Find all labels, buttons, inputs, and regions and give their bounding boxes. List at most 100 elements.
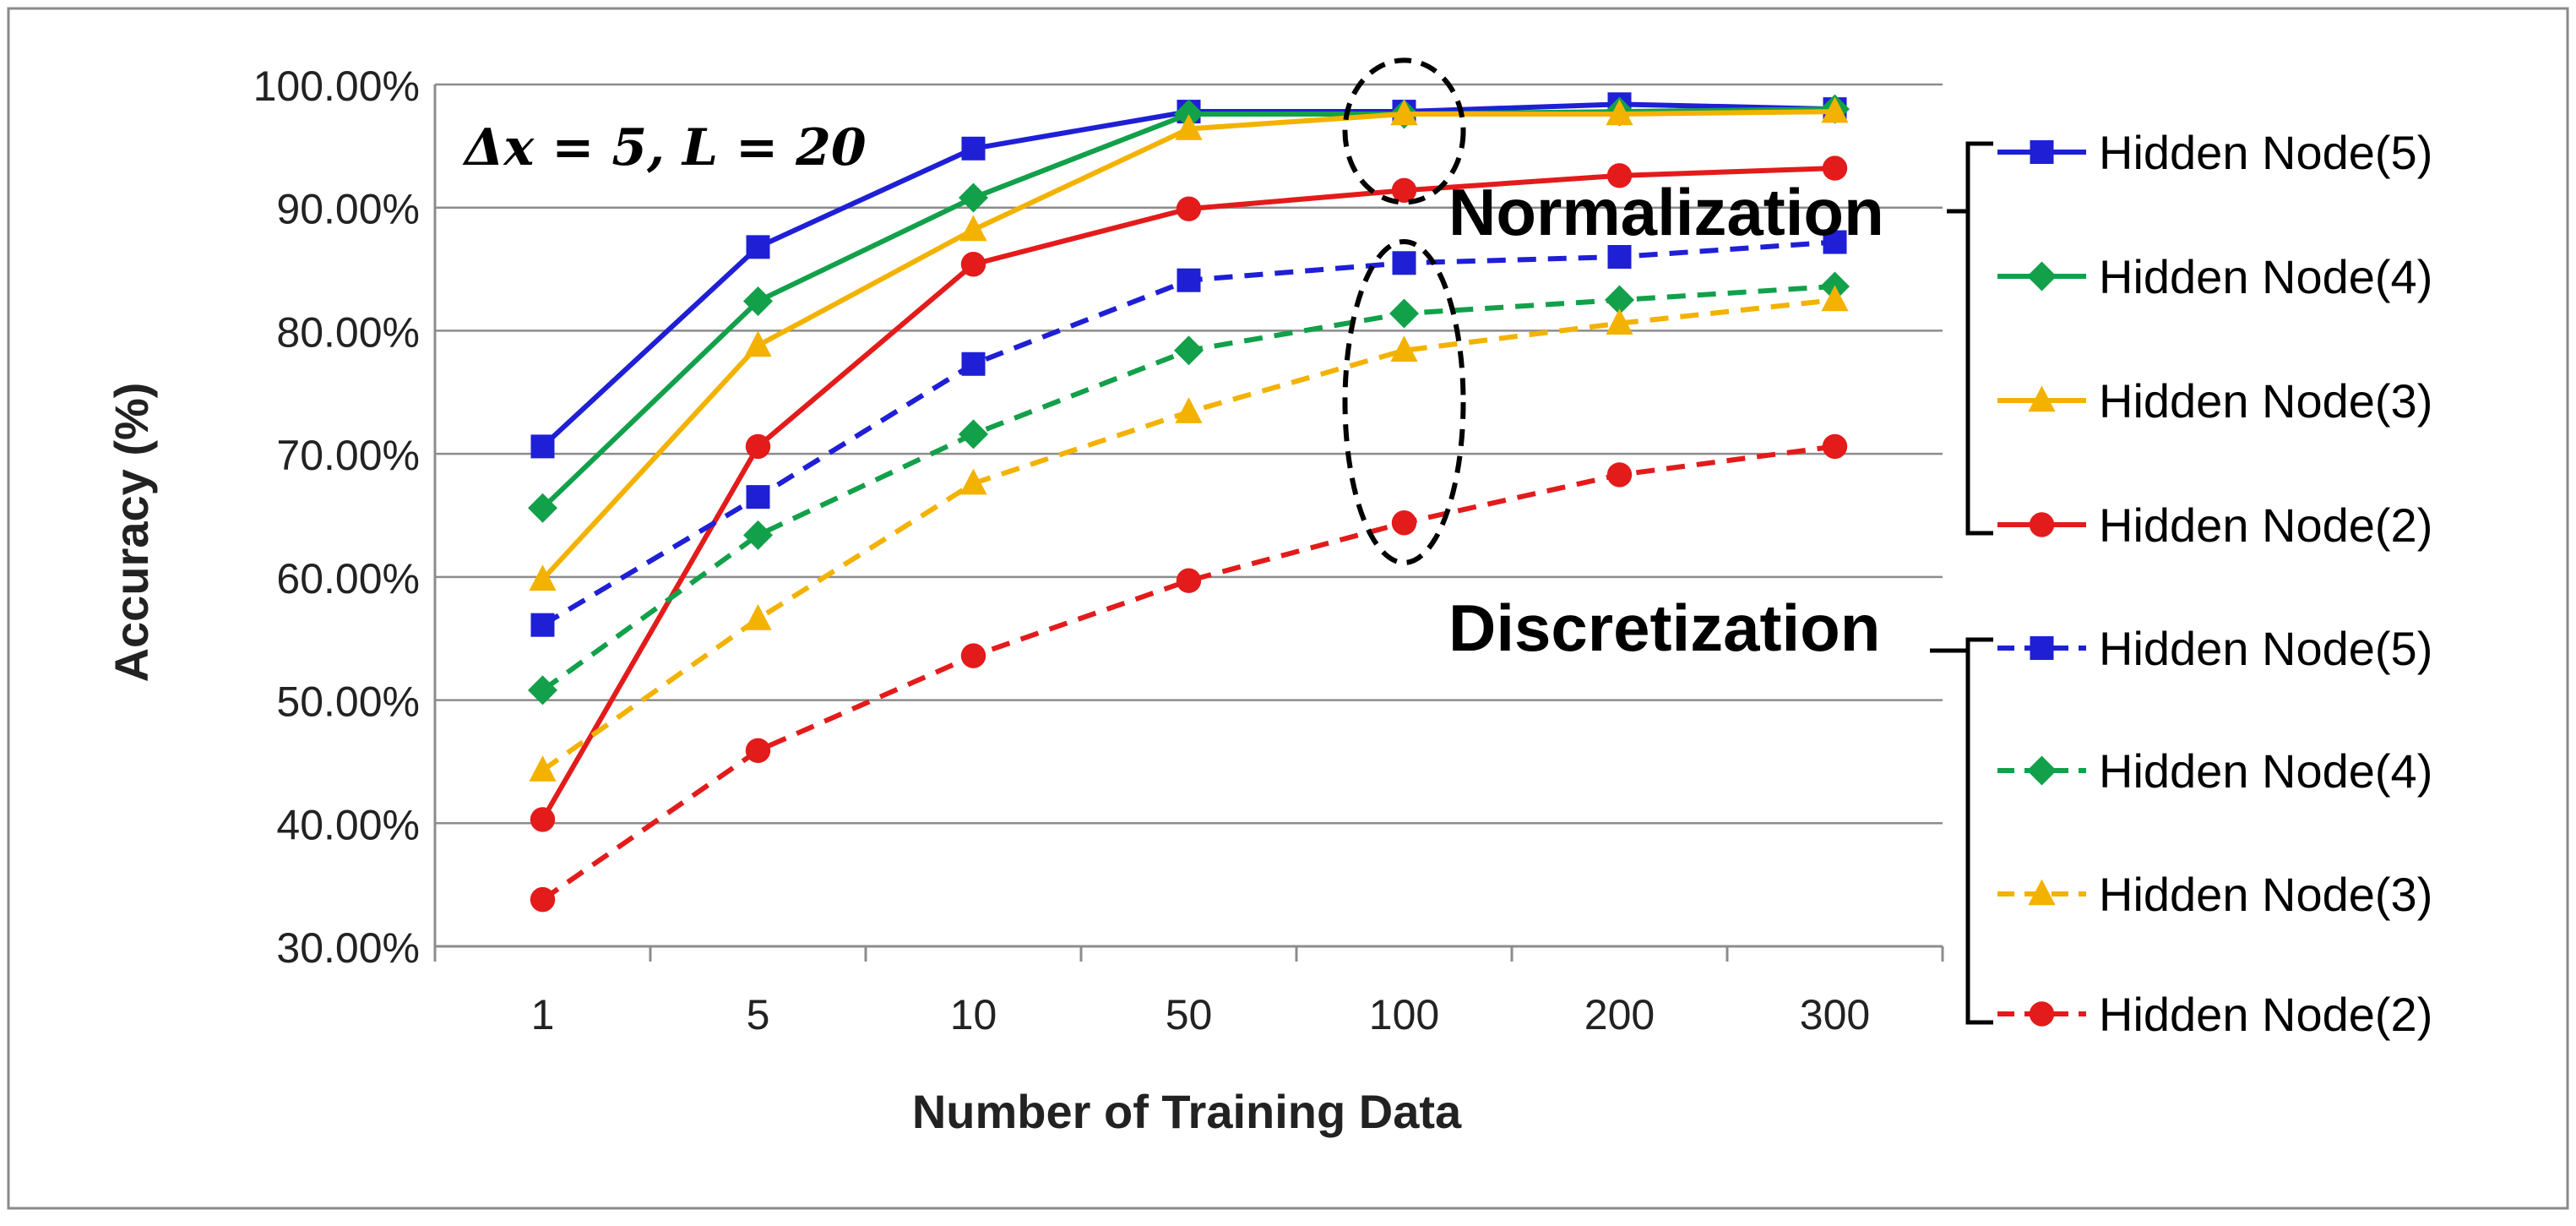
discretization-highlight-ellipse bbox=[1342, 238, 1466, 565]
data-point bbox=[530, 886, 556, 913]
data-point bbox=[959, 419, 988, 450]
normalization-bracket bbox=[1947, 141, 1993, 536]
y-tick-label: 60.00% bbox=[276, 555, 420, 602]
legend-label: Hidden Node(2) bbox=[2099, 988, 2432, 1041]
data-point bbox=[1175, 397, 1203, 423]
x-tick-label: 300 bbox=[1800, 991, 1870, 1038]
legend-entry: Hidden Node(2) bbox=[1997, 499, 2432, 552]
data-point bbox=[1821, 285, 1849, 312]
data-point bbox=[530, 807, 556, 832]
legend-label: Hidden Node(4) bbox=[2099, 250, 2432, 303]
data-point bbox=[745, 738, 771, 764]
legend-label: Hidden Node(3) bbox=[2099, 868, 2432, 921]
data-point bbox=[744, 330, 772, 357]
data-point bbox=[1605, 285, 1634, 315]
data-point bbox=[1175, 113, 1203, 140]
data-point bbox=[960, 252, 986, 277]
data-point bbox=[1391, 510, 1417, 536]
legend-label: Hidden Node(2) bbox=[2099, 499, 2432, 552]
data-point bbox=[528, 493, 557, 523]
data-point bbox=[1390, 335, 1418, 362]
y-tick-label: 70.00% bbox=[276, 432, 420, 479]
legend-entry: Hidden Node(5) bbox=[1997, 622, 2432, 675]
series-2 bbox=[529, 96, 1849, 591]
data-point bbox=[530, 434, 555, 459]
legend-marker bbox=[2027, 755, 2057, 786]
normalization-highlight-ellipse bbox=[1342, 57, 1466, 205]
series-7 bbox=[530, 433, 1848, 913]
x-tick-label: 200 bbox=[1584, 991, 1655, 1038]
axes: 1 5 10 50 100 200 300 bbox=[433, 84, 1944, 1038]
data-point bbox=[530, 613, 555, 637]
legend-entry: Hidden Node(2) bbox=[1997, 988, 2432, 1041]
data-point bbox=[529, 755, 557, 782]
legend-entry: Hidden Node(4) bbox=[1997, 744, 2432, 798]
data-point bbox=[746, 485, 770, 509]
x-tick-label: 10 bbox=[950, 991, 997, 1038]
series-3 bbox=[530, 155, 1848, 832]
data-point bbox=[1174, 335, 1204, 366]
data-point bbox=[1606, 308, 1633, 335]
x-tick-label: 100 bbox=[1369, 991, 1439, 1038]
data-point bbox=[1606, 163, 1633, 188]
data-point bbox=[961, 351, 986, 376]
data-point bbox=[959, 183, 988, 213]
data-point bbox=[744, 603, 772, 630]
legend-entry: Hidden Node(3) bbox=[1997, 374, 2432, 428]
data-point bbox=[1606, 99, 1633, 126]
legend-marker bbox=[2028, 879, 2056, 906]
legend-marker bbox=[2030, 140, 2054, 164]
data-point bbox=[745, 433, 771, 460]
y-tick-label: 50.00% bbox=[276, 678, 420, 726]
y-tick-label: 40.00% bbox=[276, 801, 420, 848]
series-6 bbox=[529, 285, 1849, 782]
y-tick-label: 30.00% bbox=[276, 924, 420, 972]
legend-label: Hidden Node(5) bbox=[2099, 622, 2432, 675]
data-point bbox=[1822, 155, 1848, 181]
highlight-ellipses bbox=[1342, 57, 1466, 565]
data-point bbox=[1389, 298, 1419, 329]
y-tick-label: 80.00% bbox=[276, 308, 420, 356]
data-point bbox=[1177, 268, 1201, 292]
data-point bbox=[1606, 462, 1633, 488]
data-point bbox=[1821, 96, 1849, 123]
data-point bbox=[743, 286, 773, 316]
discretization-group-label: Discretization bbox=[1448, 591, 1880, 665]
data-point bbox=[528, 675, 557, 706]
y-tick-label: 100.00% bbox=[253, 63, 420, 110]
legend: Hidden Node(5) Hidden Node(4) Hidden Node(… bbox=[1448, 126, 2432, 1041]
legend-marker bbox=[2028, 385, 2056, 412]
data-point bbox=[1176, 568, 1202, 593]
data-point bbox=[1392, 251, 1416, 275]
legend-label: Hidden Node(4) bbox=[2099, 744, 2432, 798]
y-tick-label: 90.00% bbox=[276, 186, 420, 233]
data-point bbox=[959, 468, 987, 495]
legend-marker bbox=[2027, 261, 2057, 292]
x-tick-label: 5 bbox=[747, 991, 770, 1038]
data-point bbox=[743, 520, 773, 550]
normalization-group-label: Normalization bbox=[1448, 175, 1884, 249]
legend-entry: Hidden Node(5) bbox=[1997, 126, 2432, 179]
series-5 bbox=[528, 271, 1850, 706]
legend-label: Hidden Node(5) bbox=[2099, 126, 2432, 179]
data-point bbox=[959, 215, 987, 242]
legend-entry: Hidden Node(3) bbox=[1997, 868, 2432, 921]
legend-entry: Hidden Node(4) bbox=[1997, 250, 2432, 303]
legend-label: Hidden Node(3) bbox=[2099, 374, 2432, 428]
legend-marker bbox=[2030, 636, 2054, 660]
data-point bbox=[529, 564, 557, 591]
data-point bbox=[1391, 177, 1417, 204]
y-axis-label: Accuracy (%) bbox=[105, 383, 158, 683]
x-axis-label: Number of Training Data bbox=[912, 1085, 1462, 1138]
series-lines bbox=[528, 92, 1850, 913]
data-point bbox=[746, 235, 770, 259]
discretization-bracket bbox=[1930, 637, 1993, 1025]
parameter-annotation: Δx = 5, L = 20 bbox=[462, 118, 867, 177]
data-point bbox=[1176, 196, 1202, 221]
data-point bbox=[1607, 245, 1632, 269]
legend-marker bbox=[2029, 1001, 2055, 1027]
data-point bbox=[1822, 433, 1848, 460]
x-tick-label: 1 bbox=[531, 991, 555, 1038]
legend-marker bbox=[2029, 512, 2055, 537]
